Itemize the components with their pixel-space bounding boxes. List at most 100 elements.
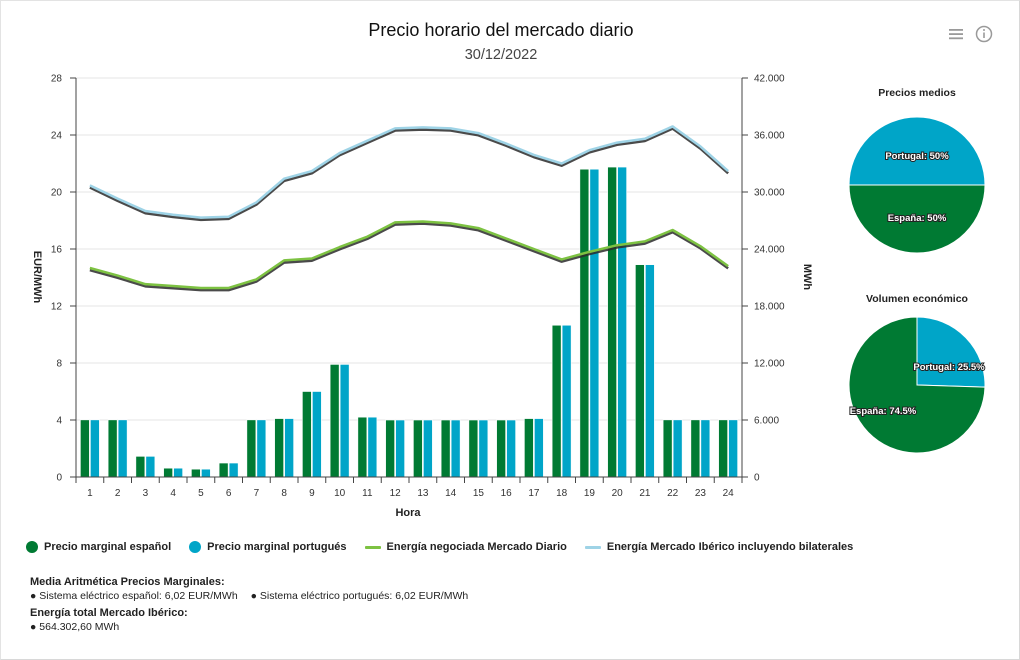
bar-spain[interactable] — [135, 456, 146, 478]
y2-tick-label: 42.000 — [754, 74, 785, 85]
legend-marker-energy-md — [364, 545, 381, 549]
bar-spain[interactable] — [107, 419, 118, 478]
line-energy-iberico[interactable] — [89, 125, 729, 219]
bar-spain[interactable] — [385, 419, 395, 478]
bar-spain[interactable] — [274, 418, 284, 478]
bar-spain[interactable] — [163, 467, 173, 478]
bar-spain[interactable] — [80, 419, 90, 478]
info-icon[interactable] — [975, 25, 993, 43]
x-tick-label: 2 — [115, 488, 121, 499]
bar-spain[interactable] — [496, 419, 506, 478]
bar-portugal[interactable] — [728, 419, 738, 478]
bar-portugal[interactable] — [145, 456, 156, 478]
bar-spain[interactable] — [329, 364, 340, 478]
x-tick-label: 6 — [226, 488, 232, 499]
pie-chart-precios: Portugal: 50% España: 50% — [848, 116, 986, 254]
bar-spain[interactable] — [524, 418, 534, 478]
bar-spain[interactable] — [662, 419, 673, 478]
bar-spain[interactable] — [357, 416, 368, 478]
bar-portugal[interactable] — [339, 364, 350, 478]
bar-portugal[interactable] — [506, 419, 516, 478]
bar-spain[interactable] — [218, 462, 229, 478]
y2-tick-label: 24.000 — [754, 245, 785, 256]
bar-portugal[interactable] — [589, 168, 600, 478]
legend-item-energy-iberico[interactable]: Energía Mercado Ibérico incluyendo bilat… — [584, 541, 854, 553]
bar-portugal[interactable] — [284, 418, 294, 478]
x-tick-label: 3 — [143, 488, 149, 499]
y-tick-label: 24 — [51, 131, 63, 142]
line-energy-iberico-shadow — [89, 127, 729, 222]
bar-portugal[interactable] — [561, 324, 572, 478]
bar-portugal[interactable] — [256, 419, 267, 478]
bar-spain[interactable] — [607, 166, 617, 478]
y2-tick-label: 0 — [754, 473, 760, 484]
bar-spain[interactable] — [302, 391, 312, 478]
pie-title-precios: Precios medios — [878, 87, 956, 99]
bar-portugal[interactable] — [672, 419, 683, 478]
bar-portugal[interactable] — [534, 418, 544, 478]
legend-item-spain-price[interactable]: Precio marginal español — [26, 541, 171, 553]
chart-subtitle: 30/12/2022 — [464, 47, 538, 63]
bar-portugal[interactable] — [228, 462, 239, 478]
y2-tick-label: 12.000 — [754, 359, 785, 370]
bar-portugal[interactable] — [173, 467, 183, 478]
bar-portugal[interactable] — [478, 419, 489, 478]
bar-portugal[interactable] — [117, 419, 128, 478]
bar-spain[interactable] — [551, 324, 562, 478]
bar-portugal[interactable] — [450, 419, 461, 478]
bar-portugal[interactable] — [395, 419, 405, 478]
average-prices-block: Media Aritmética Precios Marginales: ● S… — [30, 576, 478, 602]
legend-label: Precio marginal español — [44, 541, 172, 553]
legend-label: Energía negociada Mercado Diario — [386, 541, 567, 553]
y2-tick-label: 36.000 — [754, 131, 785, 142]
x-tick-label: 18 — [556, 488, 568, 499]
bar-spain[interactable] — [690, 419, 701, 478]
bar-portugal[interactable] — [90, 419, 100, 478]
y-axis-label: EUR/MWh — [31, 251, 43, 304]
chart-title: Precio horario del mercado diario — [368, 20, 634, 40]
hamburger-menu-icon[interactable] — [947, 25, 965, 43]
legend-label: Precio marginal portugués — [207, 541, 347, 553]
x-tick-label: 20 — [612, 488, 624, 499]
x-tick-label: 22 — [667, 488, 679, 499]
bar-spain[interactable] — [468, 419, 479, 478]
pie-slice-portugal[interactable] — [916, 316, 986, 388]
bar-spain[interactable] — [413, 419, 423, 478]
line-energy-md[interactable] — [89, 220, 729, 290]
x-tick-label: 12 — [390, 488, 402, 499]
bar-portugal[interactable] — [617, 166, 627, 478]
bar-portugal[interactable] — [645, 264, 655, 478]
x-tick-label: 21 — [639, 488, 651, 499]
bar-portugal[interactable] — [700, 419, 711, 478]
bar-portugal[interactable] — [423, 419, 433, 478]
bar-spain[interactable] — [718, 419, 728, 478]
y-tick-label: 12 — [51, 302, 63, 313]
bar-spain[interactable] — [246, 419, 257, 478]
legend-label: Energía Mercado Ibérico incluyendo bilat… — [606, 541, 854, 553]
legend-item-portugal-price[interactable]: Precio marginal portugués — [189, 541, 347, 553]
bar-portugal[interactable] — [312, 391, 322, 478]
pie-chart-volumen: Portugal: 25.5% España: 74.5% — [848, 316, 986, 454]
y2-tick-label: 6.000 — [754, 416, 779, 427]
total-energy-title: Energía total Mercado Ibérico: — [30, 607, 188, 619]
bar-spain[interactable] — [579, 168, 590, 478]
bar-spain[interactable] — [440, 419, 451, 478]
x-tick-label: 8 — [281, 488, 287, 499]
bar-portugal[interactable] — [367, 416, 378, 478]
x-tick-label: 23 — [695, 488, 707, 499]
pie-slice-portugal[interactable] — [848, 116, 986, 186]
bar-spain[interactable] — [635, 264, 645, 478]
legend-item-energy-md[interactable]: Energía negociada Mercado Diario — [364, 541, 567, 553]
pie-slice-spain[interactable] — [848, 184, 986, 254]
pie-slice-spain[interactable] — [848, 316, 986, 454]
pie-slice-label: España: 50% — [888, 213, 947, 224]
bar-spain[interactable] — [191, 468, 201, 478]
pie-slice-label: España: 74.5% — [850, 406, 917, 417]
line-energy-md-shadow — [89, 222, 729, 292]
y2-axis-label: MWh — [801, 264, 813, 291]
legend-marker-energy-iberico — [584, 545, 601, 549]
bar-portugal[interactable] — [201, 468, 211, 478]
x-tick-label: 17 — [528, 488, 540, 499]
y-tick-label: 0 — [56, 473, 62, 484]
